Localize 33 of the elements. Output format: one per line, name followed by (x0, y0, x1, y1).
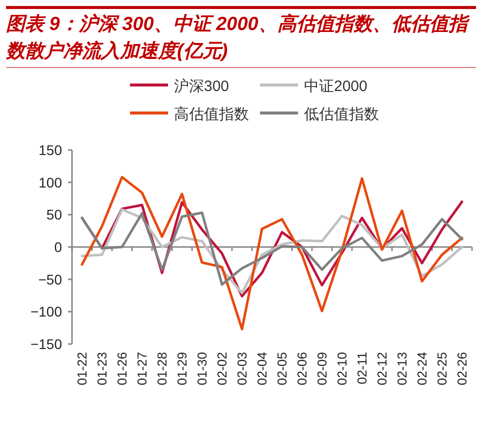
y-tick-label: 100 (38, 174, 62, 190)
y-tick-label: −150 (30, 336, 62, 352)
y-tick-label: 50 (46, 206, 62, 223)
x-tick-label: 02-11 (354, 352, 370, 384)
y-tick-label: −100 (30, 304, 62, 320)
x-tick-label: 01-23 (94, 352, 110, 386)
y-tick-label: 0 (54, 239, 62, 255)
x-tick-label: 02-09 (314, 352, 330, 386)
y-tick-label: −50 (38, 271, 62, 288)
x-tick-label: 01-28 (154, 352, 170, 386)
legend-label: 低估值指数 (304, 106, 379, 123)
legend-label: 高估值指数 (174, 106, 249, 123)
x-tick-label: 02-13 (394, 352, 410, 386)
x-tick-label: 02-24 (414, 352, 430, 386)
x-tick-label: 02-02 (214, 352, 230, 386)
x-tick-label: 01-27 (134, 352, 150, 386)
legend-label: 沪深300 (174, 78, 230, 95)
x-tick-label: 02-10 (334, 352, 350, 386)
x-tick-label: 02-03 (234, 352, 250, 386)
x-tick-label: 02-04 (254, 352, 270, 386)
x-tick-label: 02-12 (374, 352, 390, 386)
x-tick-label: 01-30 (194, 352, 210, 386)
x-tick-label: 02-25 (434, 352, 450, 386)
x-tick-label: 02-06 (294, 352, 310, 386)
legend-label: 中证2000 (304, 78, 368, 95)
y-tick-label: 150 (38, 142, 62, 158)
x-tick-label: 01-22 (74, 352, 90, 386)
x-tick-label: 02-26 (454, 352, 470, 386)
x-tick-label: 01-29 (174, 352, 190, 386)
x-tick-label: 02-05 (274, 352, 290, 386)
chart-title: 图表 9：沪深 300、中证 2000、高估值指数、低估值指数散户净流入加速度(亿元) (6, 6, 476, 68)
line-series (80, 176, 464, 330)
x-tick-label: 01-26 (114, 352, 130, 386)
